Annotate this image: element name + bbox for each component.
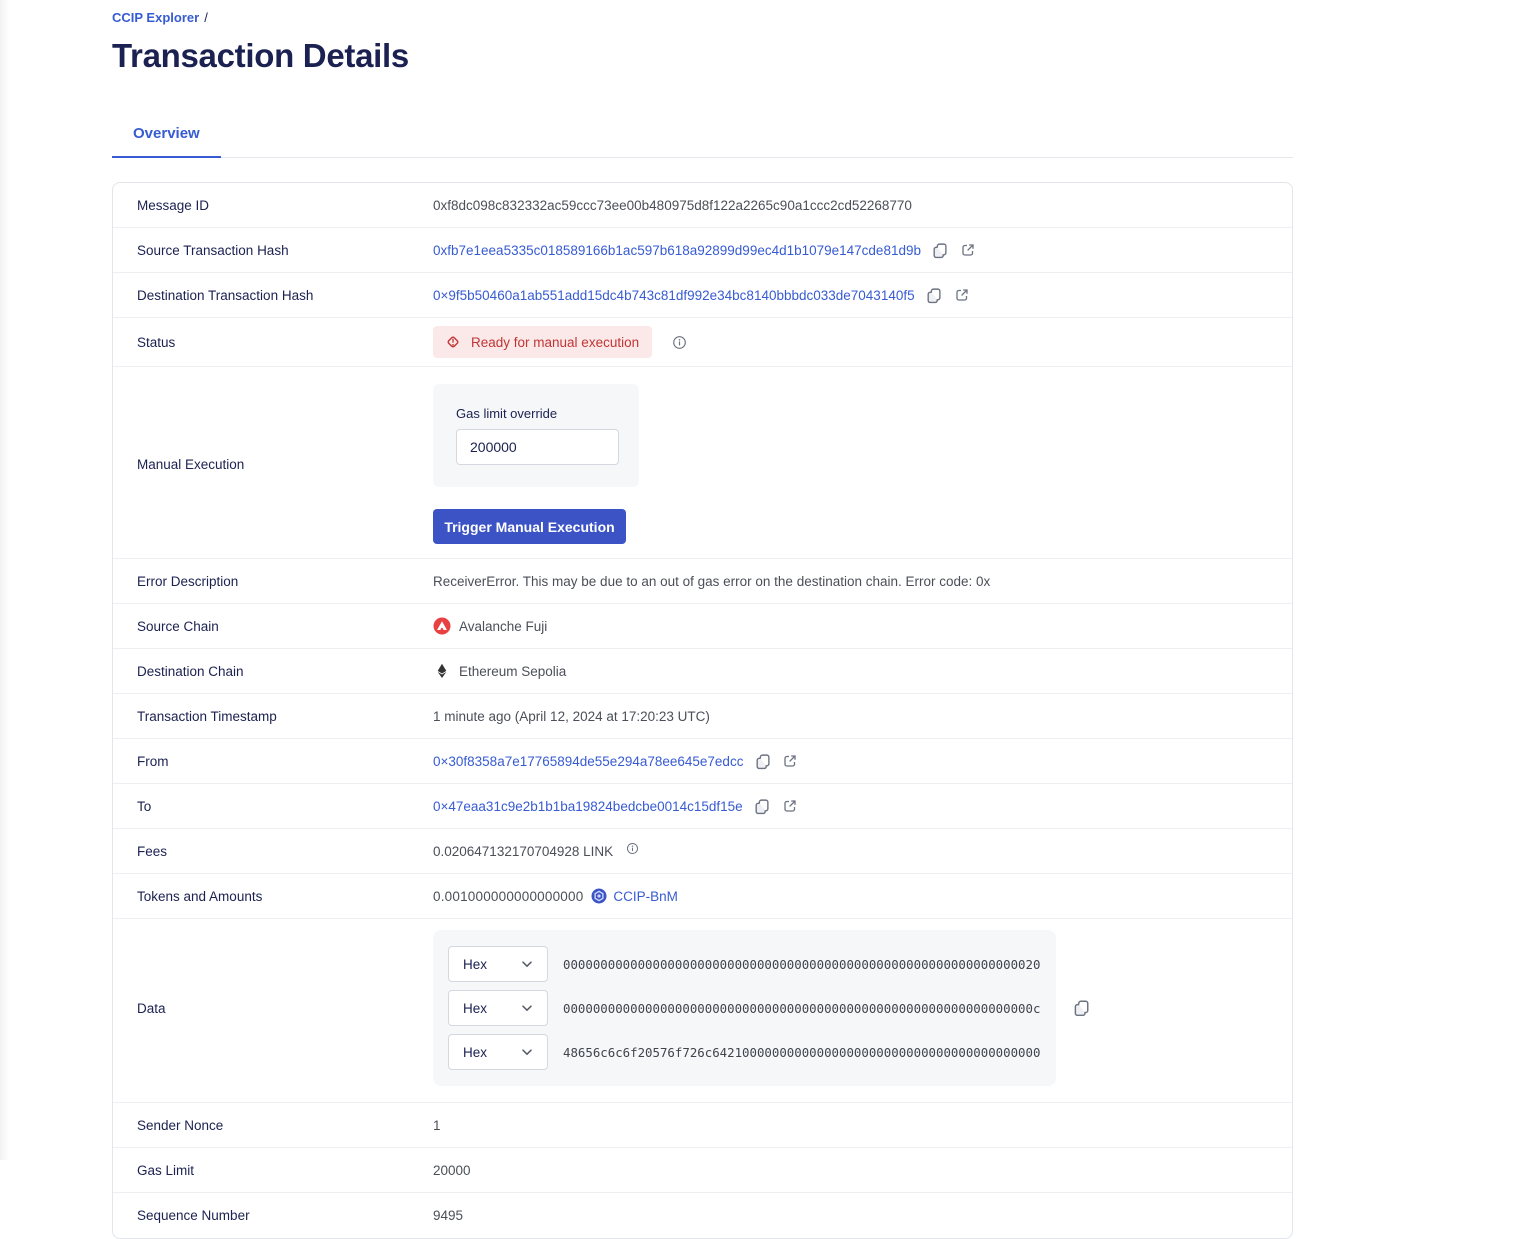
copy-icon[interactable] xyxy=(753,752,771,770)
token-name: CCIP-BnM xyxy=(613,888,678,904)
external-link-icon[interactable] xyxy=(959,241,977,259)
avalanche-icon xyxy=(433,617,451,635)
data-hex-line: 48656c6c6f20576f726c64210000000000000000… xyxy=(563,1044,1041,1060)
gas-limit-label: Gas Limit xyxy=(137,1162,195,1178)
row-message-id: Message ID 0xf8dc098c832332ac59ccc73ee00… xyxy=(113,183,1292,228)
chevron-down-icon xyxy=(522,1005,532,1011)
row-from: From 0×30f8358a7e17765894de55e294a78ee64… xyxy=(113,739,1292,784)
message-id-label: Message ID xyxy=(137,197,210,213)
chevron-down-icon xyxy=(522,961,532,967)
timestamp-value: 1 minute ago (April 12, 2024 at 17:20:23… xyxy=(433,708,710,724)
row-data: Data Hex 0000000000000000000000000000000… xyxy=(113,919,1292,1103)
info-icon[interactable] xyxy=(670,333,688,351)
from-label: From xyxy=(137,753,169,769)
data-line: Hex 48656c6c6f20576f726c6421000000000000… xyxy=(448,1034,1041,1070)
gas-limit-override-label: Gas limit override xyxy=(456,406,558,421)
info-icon[interactable] xyxy=(623,840,641,858)
source-chain-label: Source Chain xyxy=(137,618,219,634)
status-label: Status xyxy=(137,334,176,350)
row-gas-limit: Gas Limit 20000 xyxy=(113,1148,1292,1193)
copy-icon[interactable] xyxy=(925,286,943,304)
trigger-manual-execution-button[interactable]: Trigger Manual Execution xyxy=(433,509,626,544)
status-badge: Ready for manual execution xyxy=(433,326,653,358)
dest-chain-label: Destination Chain xyxy=(137,663,244,679)
source-tx-hash-link[interactable]: 0xfb7e1eea5335c018589166b1ac597b618a9289… xyxy=(433,242,921,258)
sender-nonce-label: Sender Nonce xyxy=(137,1117,224,1133)
row-destination-chain: Destination Chain Ethereum Sepolia xyxy=(113,649,1292,694)
data-format-value: Hex xyxy=(463,956,488,972)
external-link-icon[interactable] xyxy=(781,797,799,815)
row-tokens-and-amounts: Tokens and Amounts 0.001000000000000000 … xyxy=(113,874,1292,919)
data-hex-line: 0000000000000000000000000000000000000000… xyxy=(563,1000,1041,1016)
data-hex-line: 0000000000000000000000000000000000000000… xyxy=(563,956,1041,972)
row-destination-transaction-hash: Destination Transaction Hash 0×9f5b50460… xyxy=(113,273,1292,318)
data-label: Data xyxy=(137,1000,166,1016)
external-link-icon[interactable] xyxy=(953,286,971,304)
data-format-select[interactable]: Hex xyxy=(448,946,548,982)
gas-limit-override-card: Gas limit override xyxy=(433,384,639,487)
row-manual-execution: Manual Execution Gas limit override Trig… xyxy=(113,367,1292,559)
chevron-down-icon xyxy=(522,1049,532,1055)
data-line: Hex 000000000000000000000000000000000000… xyxy=(448,990,1041,1026)
row-fees: Fees 0.020647132170704928 LINK xyxy=(113,829,1292,874)
copy-icon[interactable] xyxy=(1072,999,1090,1017)
ccip-bnm-token-icon xyxy=(591,888,608,904)
dest-tx-hash-link[interactable]: 0×9f5b50460a1ab551add15dc4b743c81df992e3… xyxy=(433,287,915,303)
fees-value: 0.020647132170704928 LINK xyxy=(433,843,614,859)
error-description-label: Error Description xyxy=(137,573,239,589)
ethereum-icon xyxy=(433,662,451,680)
token-link[interactable]: CCIP-BnM xyxy=(591,888,678,904)
transaction-details-page: CCIP Explorer / Transaction Details Overv… xyxy=(112,0,1293,1239)
token-amount: 0.001000000000000000 xyxy=(433,888,584,904)
timestamp-label: Transaction Timestamp xyxy=(137,708,277,724)
dest-chain-value: Ethereum Sepolia xyxy=(459,663,567,679)
tokens-label: Tokens and Amounts xyxy=(137,888,263,904)
data-format-value: Hex xyxy=(463,1044,488,1060)
source-chain-value: Avalanche Fuji xyxy=(459,618,548,634)
data-line: Hex 000000000000000000000000000000000000… xyxy=(448,946,1041,982)
copy-icon[interactable] xyxy=(931,241,949,259)
breadcrumb-separator: / xyxy=(204,10,208,25)
transaction-details-table: Message ID 0xf8dc098c832332ac59ccc73ee00… xyxy=(112,182,1293,1239)
copy-icon[interactable] xyxy=(753,797,771,815)
tab-bar: Overview xyxy=(112,117,1293,158)
row-sequence-number: Sequence Number 9495 xyxy=(113,1193,1292,1238)
source-tx-hash-label: Source Transaction Hash xyxy=(137,242,289,258)
sequence-number-label: Sequence Number xyxy=(137,1208,250,1223)
data-format-select[interactable]: Hex xyxy=(448,1034,548,1070)
data-format-select[interactable]: Hex xyxy=(448,990,548,1026)
data-format-value: Hex xyxy=(463,1000,488,1016)
data-box: Hex 000000000000000000000000000000000000… xyxy=(433,930,1056,1086)
page-edge-shade xyxy=(0,0,10,1160)
row-to: To 0×47eaa31c9e2b1b1ba19824bedcbe0014c15… xyxy=(113,784,1292,829)
sender-nonce-value: 1 xyxy=(433,1117,441,1133)
fees-label: Fees xyxy=(137,843,168,859)
row-source-chain: Source Chain Avalanche Fuji xyxy=(113,604,1292,649)
message-id-value: 0xf8dc098c832332ac59ccc73ee00b480975d8f1… xyxy=(433,197,912,213)
tab-overview[interactable]: Overview xyxy=(112,117,221,158)
page-title: Transaction Details xyxy=(112,37,409,74)
external-link-icon[interactable] xyxy=(781,752,799,770)
error-description-value: ReceiverError. This may be due to an out… xyxy=(433,573,991,589)
gas-limit-override-input[interactable] xyxy=(456,429,619,465)
status-badge-text: Ready for manual execution xyxy=(471,334,640,350)
alert-diamond-icon xyxy=(446,335,460,349)
row-error-description: Error Description ReceiverError. This ma… xyxy=(113,559,1292,604)
manual-execution-label: Manual Execution xyxy=(137,456,245,472)
row-sender-nonce: Sender Nonce 1 xyxy=(113,1103,1292,1148)
from-address-link[interactable]: 0×30f8358a7e17765894de55e294a78ee645e7ed… xyxy=(433,753,744,769)
breadcrumb-link-ccip-explorer[interactable]: CCIP Explorer xyxy=(112,10,200,25)
row-transaction-timestamp: Transaction Timestamp 1 minute ago (Apri… xyxy=(113,694,1292,739)
to-address-link[interactable]: 0×47eaa31c9e2b1b1ba19824bedcbe0014c15df1… xyxy=(433,798,743,814)
dest-tx-hash-label: Destination Transaction Hash xyxy=(137,287,314,303)
sequence-number-value: 9495 xyxy=(433,1208,464,1223)
row-source-transaction-hash: Source Transaction Hash 0xfb7e1eea5335c0… xyxy=(113,228,1292,273)
breadcrumb: CCIP Explorer / xyxy=(112,10,1293,25)
row-status: Status Ready for manual execution xyxy=(113,318,1292,367)
to-label: To xyxy=(137,798,152,814)
gas-limit-value: 20000 xyxy=(433,1162,471,1178)
